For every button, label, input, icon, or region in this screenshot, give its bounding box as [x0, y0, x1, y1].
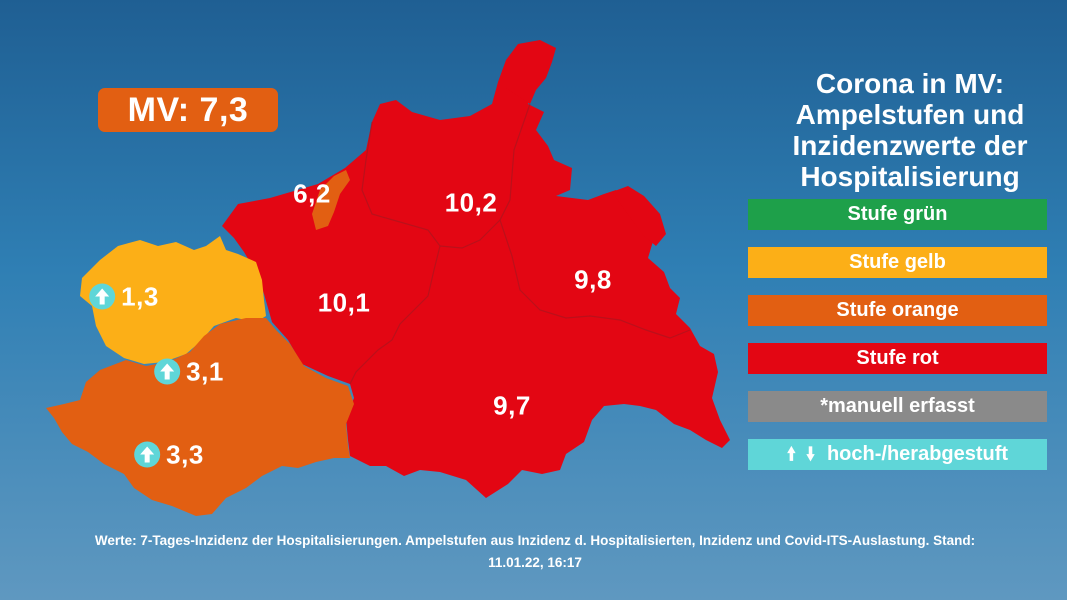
- footnote: Werte: 7-Tages-Inzidenz der Hospitalisie…: [40, 530, 1030, 574]
- region-value: 10,2: [444, 187, 498, 218]
- map-region-red: [612, 186, 666, 246]
- arrow-up-icon: [154, 358, 181, 385]
- legend-label: Stufe rot: [856, 347, 939, 369]
- region-label: 10,1: [318, 288, 371, 319]
- legend-item-yellow: Stufe gelb: [748, 247, 1047, 278]
- legend-label: *manuell erfasst: [820, 395, 975, 417]
- region-label: 3,3: [134, 440, 204, 471]
- region-label: 3,1: [154, 357, 224, 388]
- legend-item-trend: 🠙 🠛 hoch-/herabgestuft: [748, 439, 1047, 470]
- region-label: 9,8: [574, 265, 612, 296]
- title-line: Ampelstufen und: [795, 99, 1025, 130]
- arrow-up-icon: [89, 283, 116, 310]
- legend-label: Stufe gelb: [849, 251, 946, 273]
- footnote-line: 11.01.22, 16:17: [488, 555, 582, 570]
- map-region-orange: [46, 318, 354, 516]
- region-value: 6,2: [293, 178, 331, 209]
- legend-item-manual: *manuell erfasst: [748, 391, 1047, 422]
- region-label: 1,3: [89, 282, 159, 313]
- map-region-yellow: [80, 236, 266, 364]
- region-label: 10,2: [445, 188, 498, 219]
- arrow-up-icon: [134, 441, 161, 468]
- legend: Stufe grün Stufe gelb Stufe orange Stufe…: [748, 199, 1047, 487]
- region-value: 1,3: [121, 281, 159, 312]
- title-line: Hospitalisierung: [800, 161, 1020, 192]
- region-value: 3,3: [166, 439, 204, 470]
- title-line: Inzidenzwerte der: [792, 130, 1028, 161]
- title-line: Corona in MV:: [815, 68, 1005, 99]
- footnote-line: Werte: 7-Tages-Inzidenz der Hospitalisie…: [94, 533, 976, 548]
- region-label: 6,2: [293, 179, 331, 210]
- legend-item-orange: Stufe orange: [748, 295, 1047, 326]
- region-value: 3,1: [186, 356, 224, 387]
- map-region-red: [506, 40, 556, 104]
- region-value: 10,1: [317, 287, 371, 318]
- page-title: Corona in MV: Ampelstufen und Inzidenzwe…: [760, 68, 1060, 192]
- region-value: 9,8: [574, 264, 612, 295]
- map-region-orange: [312, 170, 350, 230]
- region-label: 9,7: [493, 391, 531, 422]
- legend-label: Stufe grün: [847, 203, 948, 225]
- legend-item-red: Stufe rot: [748, 343, 1047, 374]
- district-borders: [349, 103, 691, 385]
- map-region-red: [222, 40, 730, 498]
- mv-total-badge: MV: 7,3: [98, 88, 278, 132]
- arrow-down-icon: 🠛: [805, 444, 815, 464]
- legend-label: hoch-/herabgestuft: [826, 443, 1009, 465]
- legend-item-green: Stufe grün: [748, 199, 1047, 230]
- legend-label: Stufe orange: [836, 299, 959, 321]
- arrow-up-icon: 🠙: [786, 444, 796, 464]
- region-value: 9,7: [493, 390, 531, 421]
